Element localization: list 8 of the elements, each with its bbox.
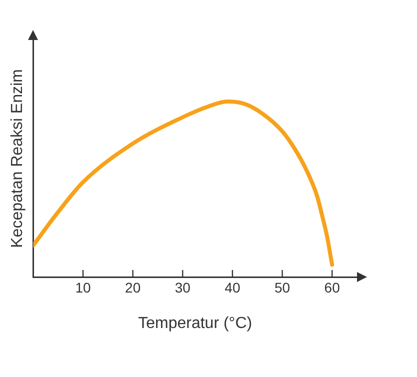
x-tick-label: 60 — [324, 279, 340, 296]
x-tick-label: 30 — [174, 279, 191, 296]
x-tick-label: 10 — [75, 279, 92, 296]
x-tick-label: 20 — [125, 279, 141, 296]
y-axis-title: Kecepatan Reaksi Enzim — [9, 69, 26, 248]
x-tick-label: 50 — [274, 279, 290, 296]
x-axis-title: Temperatur (°C) — [138, 314, 252, 332]
x-tick-label: 40 — [224, 279, 240, 296]
